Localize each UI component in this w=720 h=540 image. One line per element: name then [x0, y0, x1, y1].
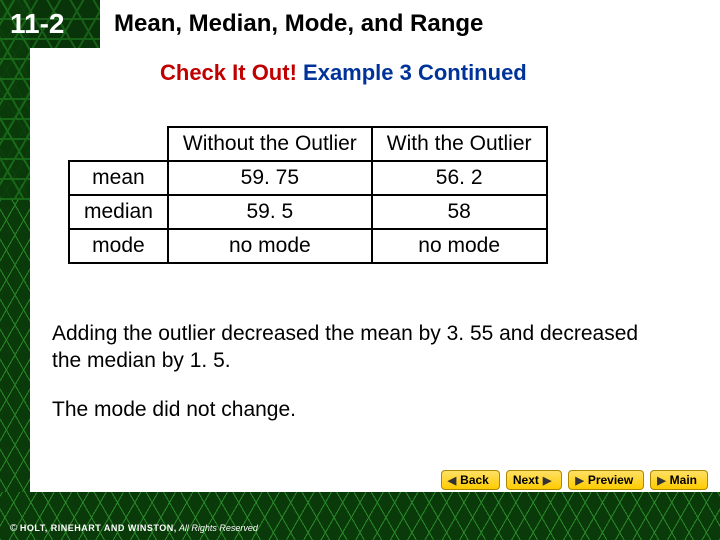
- col-with-outlier: With the Outlier: [372, 127, 547, 161]
- triangle-left-icon: ◀: [448, 474, 456, 487]
- cell-median-with: 58: [372, 195, 547, 229]
- slide: 11-2 Mean, Median, Mode, and Range Check…: [0, 0, 720, 540]
- preview-button[interactable]: ▶ Preview: [568, 470, 644, 490]
- table-header-row: Without the Outlier With the Outlier: [69, 127, 547, 161]
- main-label: Main: [670, 473, 697, 487]
- example-subtitle: Check It Out! Example 3 Continued: [160, 60, 527, 86]
- copyright-symbol: ©: [10, 523, 17, 534]
- preview-label: Preview: [588, 473, 633, 487]
- next-label: Next: [513, 473, 539, 487]
- stats-table: Without the Outlier With the Outlier mea…: [68, 126, 548, 264]
- content-area: [30, 48, 720, 492]
- cell-mode-with: no mode: [372, 229, 547, 263]
- paragraph-mode-unchanged: The mode did not change.: [52, 398, 296, 422]
- next-button[interactable]: Next ▶: [506, 470, 562, 490]
- back-button[interactable]: ◀ Back: [441, 470, 500, 490]
- col-without-outlier: Without the Outlier: [168, 127, 372, 161]
- main-button[interactable]: ▶ Main: [650, 470, 708, 490]
- triangle-right-icon: ▶: [657, 474, 665, 487]
- copyright: © HOLT, RINEHART AND WINSTON, All Rights…: [10, 523, 258, 534]
- lesson-number: 11-2: [10, 8, 65, 40]
- chapter-title: Mean, Median, Mode, and Range: [110, 10, 487, 38]
- cell-mode-without: no mode: [168, 229, 372, 263]
- table-corner: [69, 127, 168, 161]
- table-row: mode no mode no mode: [69, 229, 547, 263]
- row-label-median: median: [69, 195, 168, 229]
- rights-reserved: All Rights Reserved: [177, 523, 258, 533]
- triangle-right-icon: ▶: [543, 474, 551, 487]
- nav-buttons: ◀ Back Next ▶ ▶ Preview ▶ Main: [441, 470, 708, 490]
- row-label-mode: mode: [69, 229, 168, 263]
- cell-mean-with: 56. 2: [372, 161, 547, 195]
- cell-median-without: 59. 5: [168, 195, 372, 229]
- subtitle-blue: Example 3 Continued: [303, 60, 527, 85]
- table-row: mean 59. 75 56. 2: [69, 161, 547, 195]
- publisher-name: HOLT, RINEHART AND WINSTON,: [20, 523, 177, 533]
- subtitle-red: Check It Out!: [160, 60, 297, 85]
- back-label: Back: [460, 473, 489, 487]
- triangle-right-icon: ▶: [575, 474, 583, 487]
- table-row: median 59. 5 58: [69, 195, 547, 229]
- paragraph-outlier-effect: Adding the outlier decreased the mean by…: [52, 320, 660, 375]
- cell-mean-without: 59. 75: [168, 161, 372, 195]
- row-label-mean: mean: [69, 161, 168, 195]
